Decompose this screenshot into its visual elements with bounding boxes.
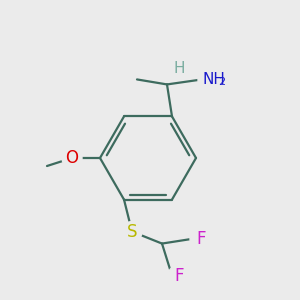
Circle shape [198, 65, 226, 93]
Text: H: H [173, 61, 185, 76]
Text: 2: 2 [218, 77, 225, 87]
Circle shape [168, 266, 188, 286]
Circle shape [190, 229, 210, 249]
Text: F: F [196, 230, 206, 247]
Text: O: O [65, 149, 79, 167]
Circle shape [62, 148, 82, 168]
Text: S: S [127, 223, 137, 241]
Text: NH: NH [202, 72, 225, 87]
Text: F: F [174, 267, 184, 285]
Circle shape [122, 222, 142, 242]
